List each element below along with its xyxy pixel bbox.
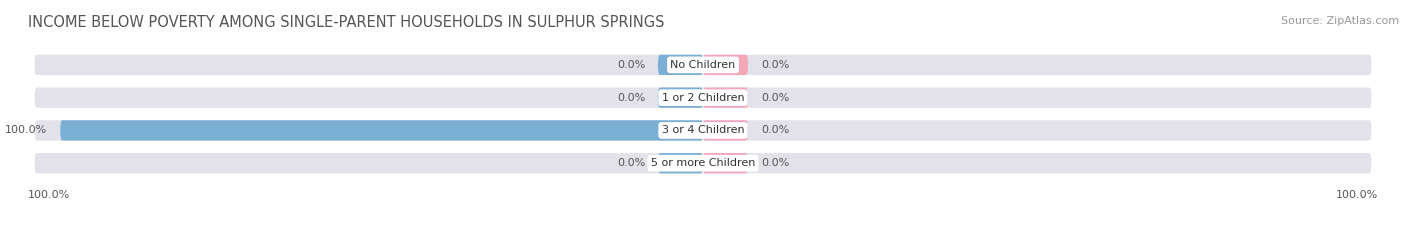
FancyBboxPatch shape <box>35 120 1371 140</box>
Text: Source: ZipAtlas.com: Source: ZipAtlas.com <box>1281 16 1399 26</box>
Text: 0.0%: 0.0% <box>761 125 789 135</box>
Text: 100.0%: 100.0% <box>1336 190 1378 200</box>
FancyBboxPatch shape <box>35 55 1371 75</box>
Text: 0.0%: 0.0% <box>761 158 789 168</box>
FancyBboxPatch shape <box>703 55 748 75</box>
FancyBboxPatch shape <box>658 153 703 173</box>
Text: 0.0%: 0.0% <box>761 60 789 70</box>
Text: 5 or more Children: 5 or more Children <box>651 158 755 168</box>
Text: 3 or 4 Children: 3 or 4 Children <box>662 125 744 135</box>
FancyBboxPatch shape <box>35 88 1371 108</box>
Text: 0.0%: 0.0% <box>761 93 789 103</box>
FancyBboxPatch shape <box>658 88 703 108</box>
FancyBboxPatch shape <box>35 153 1371 173</box>
Text: 0.0%: 0.0% <box>617 93 645 103</box>
Text: 0.0%: 0.0% <box>617 158 645 168</box>
Text: INCOME BELOW POVERTY AMONG SINGLE-PARENT HOUSEHOLDS IN SULPHUR SPRINGS: INCOME BELOW POVERTY AMONG SINGLE-PARENT… <box>28 15 665 30</box>
FancyBboxPatch shape <box>703 88 748 108</box>
FancyBboxPatch shape <box>60 120 703 140</box>
Text: 100.0%: 100.0% <box>28 190 70 200</box>
FancyBboxPatch shape <box>658 55 703 75</box>
Text: 100.0%: 100.0% <box>6 125 48 135</box>
Text: 1 or 2 Children: 1 or 2 Children <box>662 93 744 103</box>
Text: No Children: No Children <box>671 60 735 70</box>
FancyBboxPatch shape <box>703 120 748 140</box>
FancyBboxPatch shape <box>703 153 748 173</box>
Text: 0.0%: 0.0% <box>617 60 645 70</box>
